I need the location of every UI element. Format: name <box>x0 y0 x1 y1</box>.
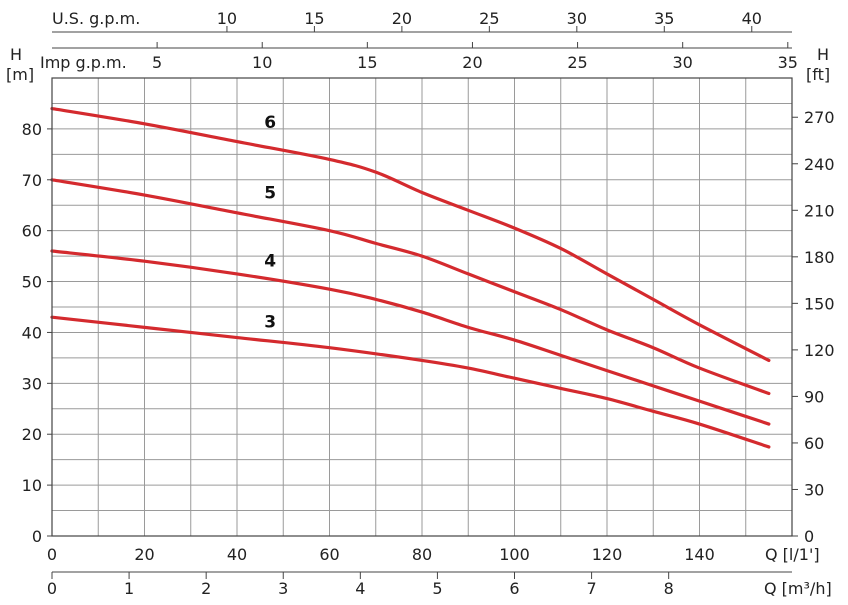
us-gpm-axis-title: U.S. g.p.m. <box>52 9 140 28</box>
curve-series-6 <box>50 106 771 363</box>
imp-gpm-tick-label: 35 <box>778 53 798 72</box>
curve-label-5: 5 <box>264 184 276 204</box>
right-axis-tick-label: 210 <box>804 201 835 220</box>
x-axis-title: Q [l/1'] <box>765 545 820 564</box>
curve-label-6: 6 <box>264 113 276 133</box>
tick-labels: 654301020304050607080H[m]030609012015018… <box>6 9 835 598</box>
right-axis-unit: [ft] <box>806 65 830 84</box>
us-gpm-tick-label: 25 <box>479 9 499 28</box>
m3h-axis-tick-label: 1 <box>124 579 134 598</box>
m3h-axis-tick-label: 8 <box>664 579 674 598</box>
right-axis-title: H <box>817 45 829 64</box>
right-axis-tick-label: 0 <box>804 527 814 546</box>
x-axis-tick-label: 60 <box>319 545 339 564</box>
right-axis-tick-label: 150 <box>804 294 835 313</box>
us-gpm-tick-label: 40 <box>742 9 762 28</box>
right-axis-tick-label: 90 <box>804 387 824 406</box>
plot-frame <box>47 26 798 579</box>
m3h-axis-tick-label: 4 <box>355 579 365 598</box>
left-axis-tick-label: 20 <box>22 425 42 444</box>
left-axis-tick-label: 0 <box>32 527 42 546</box>
x-axis-tick-label: 40 <box>227 545 247 564</box>
m3h-axis-tick-label: 0 <box>47 579 57 598</box>
x-axis-tick-label: 20 <box>134 545 154 564</box>
imp-gpm-tick-label: 30 <box>673 53 693 72</box>
left-axis-tick-label: 60 <box>22 222 42 241</box>
us-gpm-tick-label: 10 <box>217 9 237 28</box>
right-axis-tick-label: 180 <box>804 248 835 267</box>
imp-gpm-tick-label: 20 <box>462 53 482 72</box>
series-curves <box>50 106 771 449</box>
imp-gpm-tick-label: 5 <box>152 53 162 72</box>
left-axis-title: H <box>10 45 22 64</box>
curve-label-4: 4 <box>264 251 276 271</box>
curve-series-4 <box>50 249 771 426</box>
m3h-axis-tick-label: 2 <box>201 579 211 598</box>
right-axis-tick-label: 60 <box>804 434 824 453</box>
x-axis-tick-label: 120 <box>592 545 623 564</box>
left-axis-tick-label: 10 <box>22 476 42 495</box>
curve-series-5 <box>50 178 771 396</box>
curve-series-3 <box>50 315 771 449</box>
curve-label-3: 3 <box>264 312 276 332</box>
plot-border <box>51 77 793 537</box>
grid <box>52 78 792 536</box>
x-axis-tick-label: 140 <box>684 545 715 564</box>
x-axis-tick-label: 0 <box>47 545 57 564</box>
m3h-axis-tick-label: 3 <box>278 579 288 598</box>
right-axis-tick-label: 120 <box>804 341 835 360</box>
imp-gpm-axis-title: Imp g.p.m. <box>40 53 127 72</box>
left-axis-unit: [m] <box>6 65 34 84</box>
x-axis-tick-label: 100 <box>499 545 530 564</box>
left-axis-tick-label: 80 <box>22 120 42 139</box>
left-axis-tick-label: 30 <box>22 374 42 393</box>
imp-gpm-tick-label: 10 <box>252 53 272 72</box>
m3h-axis-tick-label: 7 <box>586 579 596 598</box>
us-gpm-tick-label: 20 <box>392 9 412 28</box>
left-axis-tick-label: 40 <box>22 323 42 342</box>
us-gpm-tick-label: 15 <box>304 9 324 28</box>
right-axis-tick-label: 240 <box>804 155 835 174</box>
right-axis-tick-label: 270 <box>804 108 835 127</box>
left-axis-tick-label: 70 <box>22 171 42 190</box>
right-axis-tick-label: 30 <box>804 480 824 499</box>
m3h-axis-tick-label: 5 <box>432 579 442 598</box>
m3h-axis-title: Q [m³/h] <box>764 579 832 598</box>
us-gpm-tick-label: 30 <box>567 9 587 28</box>
m3h-axis-tick-label: 6 <box>509 579 519 598</box>
left-axis-tick-label: 50 <box>22 273 42 292</box>
imp-gpm-tick-label: 15 <box>357 53 377 72</box>
us-gpm-tick-label: 35 <box>654 9 674 28</box>
x-axis-tick-label: 80 <box>412 545 432 564</box>
imp-gpm-tick-label: 25 <box>567 53 587 72</box>
